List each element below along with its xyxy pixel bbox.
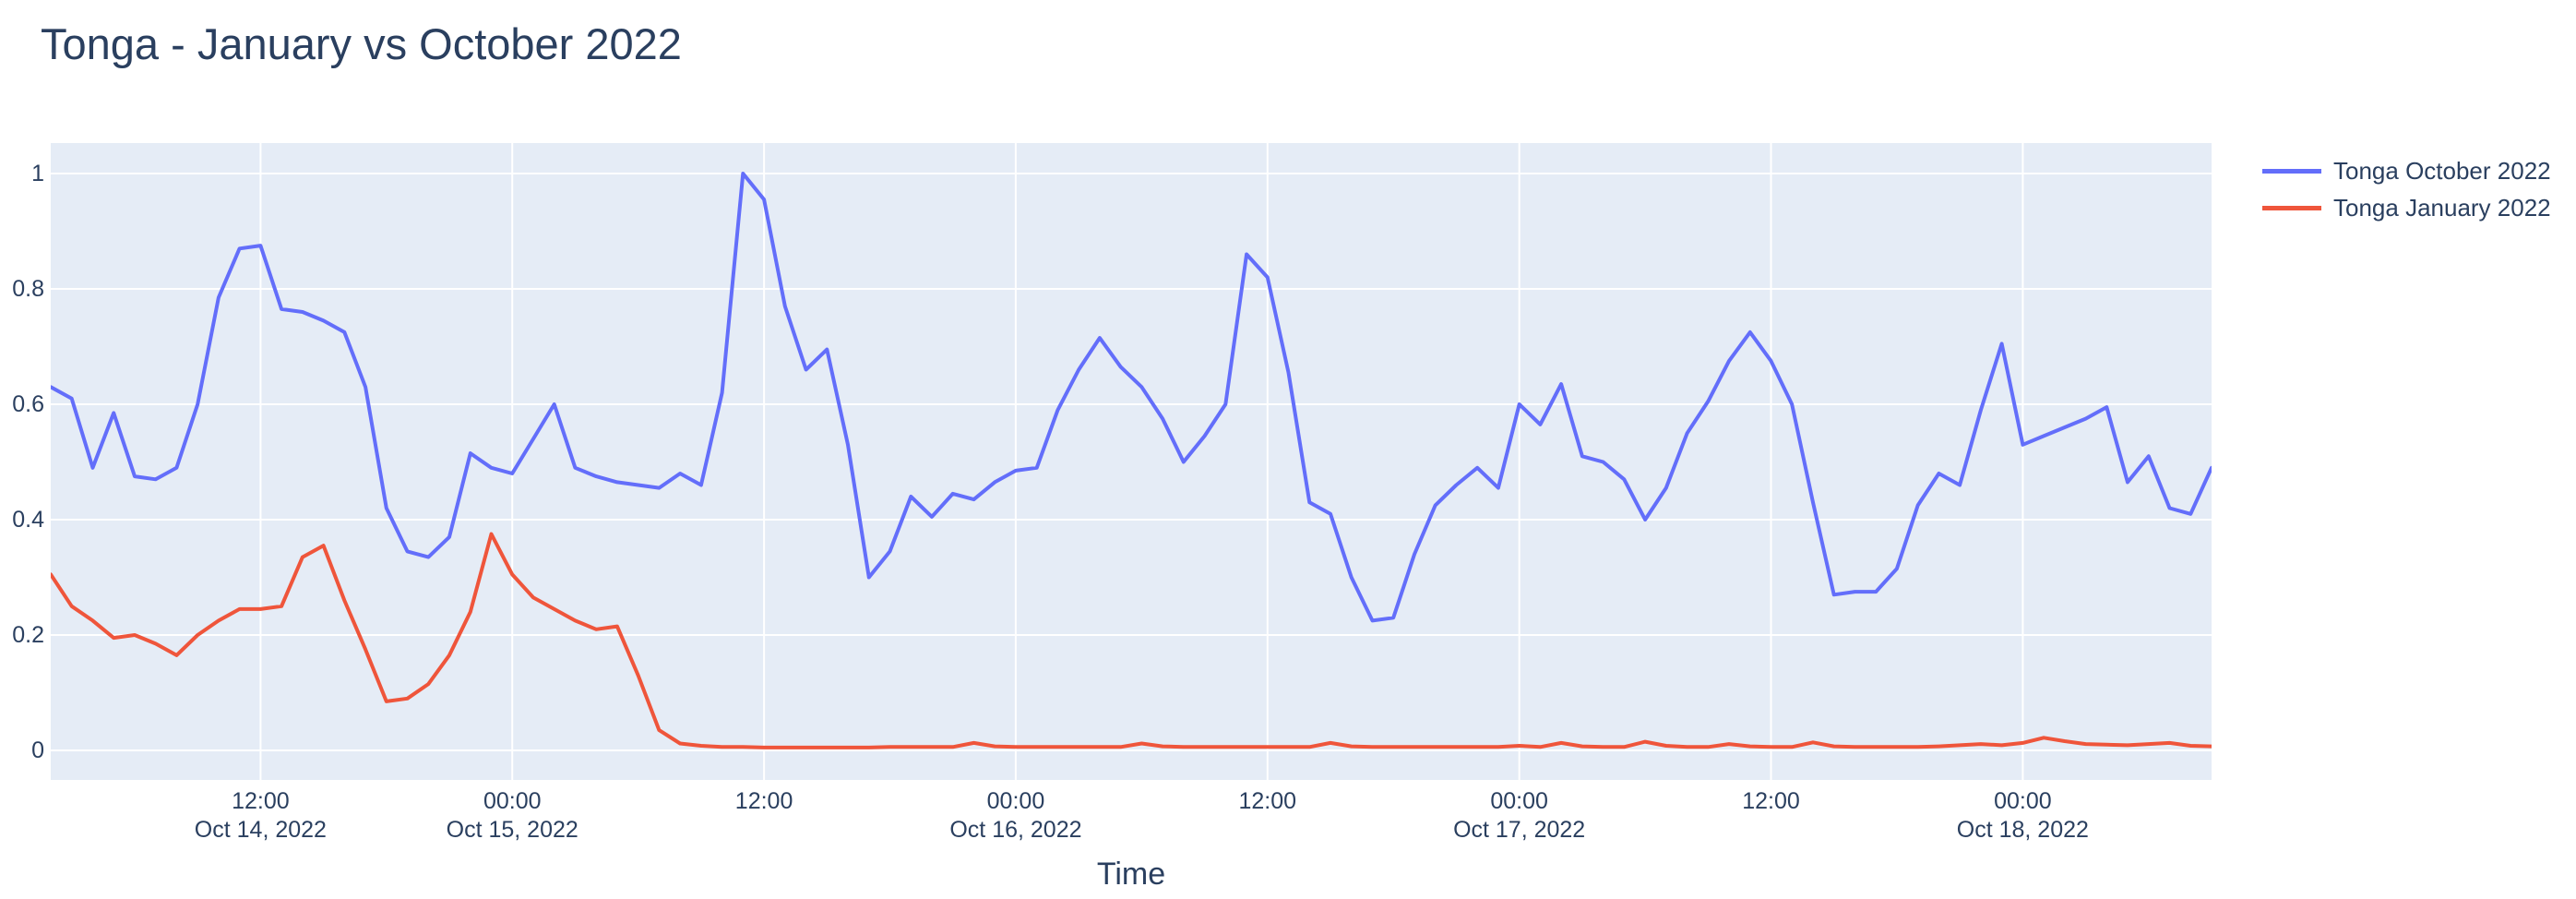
x-tick-time-label: 00:00 <box>1994 788 2052 814</box>
legend-line-swatch <box>2262 205 2321 210</box>
plot-area[interactable] <box>51 143 2212 780</box>
x-tick-date-label: Oct 14, 2022 <box>194 817 327 843</box>
x-axis-tick: 00:00 Oct 15, 2022 <box>447 787 578 844</box>
x-axis-tick: 12:00 <box>735 787 793 815</box>
legend-label: Tonga October 2022 <box>2333 156 2551 185</box>
y-axis-tick-label: 0.6 <box>12 391 44 417</box>
y-axis-tick-label: 0.8 <box>12 276 44 302</box>
chart-title: Tonga - January vs October 2022 <box>41 19 682 68</box>
legend-item-tonga-october-2022[interactable]: Tonga October 2022 <box>2262 152 2551 189</box>
legend-item-tonga-january-2022[interactable]: Tonga January 2022 <box>2262 189 2551 226</box>
x-tick-date-label: Oct 18, 2022 <box>1956 817 2089 843</box>
y-axis-tick-label: 0.2 <box>12 622 44 648</box>
legend-line-swatch <box>2262 168 2321 174</box>
x-tick-date-label: Oct 15, 2022 <box>446 817 578 843</box>
x-tick-time-label: 12:00 <box>232 788 290 814</box>
legend: Tonga October 2022 Tonga January 2022 <box>2262 152 2551 226</box>
x-tick-time-label: 00:00 <box>483 788 542 814</box>
plot-svg <box>51 143 2212 780</box>
legend-label: Tonga January 2022 <box>2333 193 2551 222</box>
x-tick-time-label: 00:00 <box>986 788 1045 814</box>
x-tick-time-label: 00:00 <box>1490 788 1548 814</box>
x-tick-time-label: 12:00 <box>734 788 793 814</box>
series-line-tonga-october-2022[interactable] <box>51 172 2212 623</box>
x-tick-time-label: 12:00 <box>1742 788 1800 814</box>
series-line-tonga-january-2022[interactable] <box>51 532 2212 749</box>
x-tick-time-label: 12:00 <box>1238 788 1297 814</box>
x-axis-tick: 12:00 <box>1239 787 1297 815</box>
x-tick-date-label: Oct 17, 2022 <box>1453 817 1586 843</box>
x-axis-tick: 00:00 Oct 18, 2022 <box>1957 787 2089 844</box>
x-axis-tick: 12:00 Oct 14, 2022 <box>195 787 327 844</box>
y-axis-tick-label: 0 <box>31 737 44 763</box>
x-tick-date-label: Oct 16, 2022 <box>949 817 1082 843</box>
y-axis-tick-label: 0.4 <box>12 507 44 533</box>
y-axis-tick-label: 1 <box>31 161 44 186</box>
x-axis-tick: 00:00 Oct 16, 2022 <box>949 787 1081 844</box>
x-axis-tick: 00:00 Oct 17, 2022 <box>1453 787 1585 844</box>
x-axis-tick: 12:00 <box>1742 787 1800 815</box>
x-axis-title: Time <box>1096 857 1166 892</box>
